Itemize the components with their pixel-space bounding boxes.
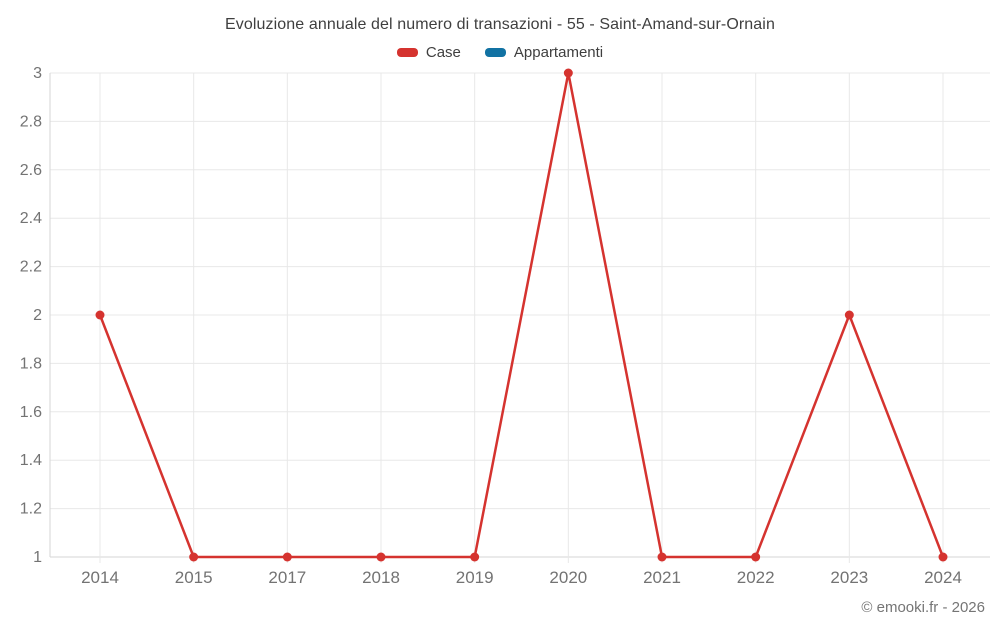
data-point-case-2014[interactable] (95, 310, 105, 320)
x-axis-tick-label: 2019 (456, 568, 494, 587)
data-point-case-2017[interactable] (282, 552, 292, 562)
data-point-case-2020[interactable] (563, 68, 573, 78)
y-axis-tick-label: 2.4 (20, 210, 42, 227)
x-axis-tick-label: 2014 (81, 568, 119, 587)
y-axis-tick-label: 1.8 (20, 355, 42, 372)
x-axis-tick-label: 2018 (362, 568, 400, 587)
legend-item-case[interactable]: Case (396, 44, 461, 61)
x-gridlines: 2014 2015 2017 2018 2019 2020 2021 2022 2023 2024 (81, 73, 962, 587)
legend-label-appartamenti: Appartamenti (513, 44, 604, 61)
data-point-case-2021[interactable] (657, 552, 667, 562)
y-axis-tick-label: 2.6 (20, 162, 42, 179)
data-point-case-2024[interactable] (938, 552, 948, 562)
x-axis-tick-label: 2017 (268, 568, 306, 587)
data-point-case-2019[interactable] (470, 552, 480, 562)
y-axis-tick-label: 3 (33, 65, 42, 82)
legend-swatch-appartamenti-icon (484, 48, 506, 57)
y-axis-tick-label: 1.2 (20, 501, 42, 518)
chart-title: Evoluzione annuale del numero di transaz… (225, 16, 775, 33)
data-point-case-2022[interactable] (751, 552, 761, 562)
x-axis-tick-label: 2024 (924, 568, 962, 587)
copyright-text: © emooki.fr - 2026 (861, 599, 985, 616)
data-point-case-2015[interactable] (189, 552, 199, 562)
legend-swatch-case-icon (396, 48, 418, 57)
data-point-case-2023[interactable] (844, 310, 854, 320)
data-point-case-2018[interactable] (376, 552, 386, 562)
x-axis-tick-label: 2021 (643, 568, 681, 587)
legend-item-appartamenti[interactable]: Appartamenti (484, 44, 604, 61)
y-axis-tick-label: 1.4 (20, 452, 42, 469)
x-axis-tick-label: 2020 (549, 568, 587, 587)
y-gridlines: 1 1.2 1.4 1.6 1.8 2 2.2 2.4 2.6 2.8 3 (20, 65, 990, 566)
y-axis-tick-label: 2.8 (20, 113, 42, 130)
series-line-case[interactable] (98, 71, 945, 559)
chart-legend: Case Appartamenti (0, 44, 1000, 61)
x-axis-tick-label: 2023 (830, 568, 868, 587)
legend-label-case: Case (425, 44, 461, 61)
y-axis-tick-label: 2.2 (20, 259, 42, 276)
y-axis-tick-label: 1.6 (20, 404, 42, 421)
x-axis-tick-label: 2022 (737, 568, 775, 587)
y-axis-tick-label: 2 (33, 307, 42, 324)
series-markers-case (95, 68, 948, 562)
y-axis-tick-label: 1 (33, 549, 42, 566)
x-axis-tick-label: 2015 (175, 568, 213, 587)
